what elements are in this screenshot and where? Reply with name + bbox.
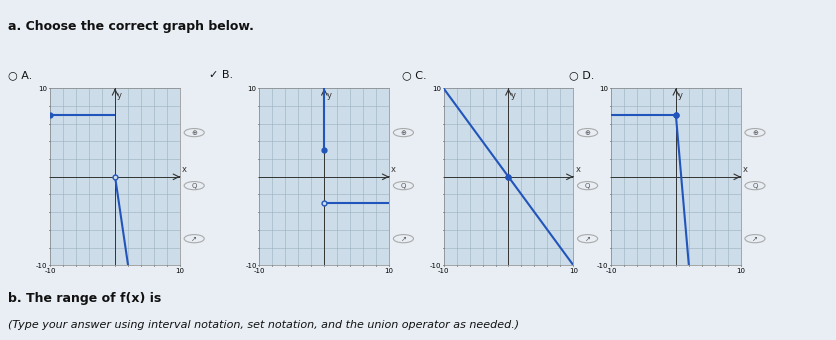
Text: ⊕: ⊕ — [191, 130, 197, 136]
Text: ↗: ↗ — [400, 236, 406, 242]
Text: ↗: ↗ — [584, 236, 590, 242]
Text: ○ D.: ○ D. — [568, 70, 594, 80]
Text: a. Choose the correct graph below.: a. Choose the correct graph below. — [8, 20, 254, 33]
Text: x: x — [181, 165, 186, 174]
Text: ⊕: ⊕ — [400, 130, 406, 136]
Text: y: y — [510, 91, 515, 100]
Text: ↗: ↗ — [751, 236, 757, 242]
Text: ⊕: ⊕ — [584, 130, 590, 136]
Text: x: x — [742, 165, 747, 174]
Text: x: x — [390, 165, 395, 174]
Text: ○ C.: ○ C. — [401, 70, 426, 80]
Text: y: y — [677, 91, 682, 100]
Text: ⊕: ⊕ — [751, 130, 757, 136]
Text: (Type your answer using interval notation, set notation, and the union operator : (Type your answer using interval notatio… — [8, 320, 519, 329]
Text: ↗: ↗ — [191, 236, 197, 242]
Text: Q: Q — [400, 183, 405, 189]
Text: ✓ B.: ✓ B. — [209, 70, 233, 80]
Text: Q: Q — [584, 183, 589, 189]
Text: y: y — [117, 91, 122, 100]
Text: Q: Q — [752, 183, 757, 189]
Text: y: y — [326, 91, 331, 100]
Text: Q: Q — [191, 183, 196, 189]
Text: b. The range of f(x) is: b. The range of f(x) is — [8, 292, 161, 305]
Text: ○ A.: ○ A. — [8, 70, 33, 80]
Text: x: x — [574, 165, 579, 174]
